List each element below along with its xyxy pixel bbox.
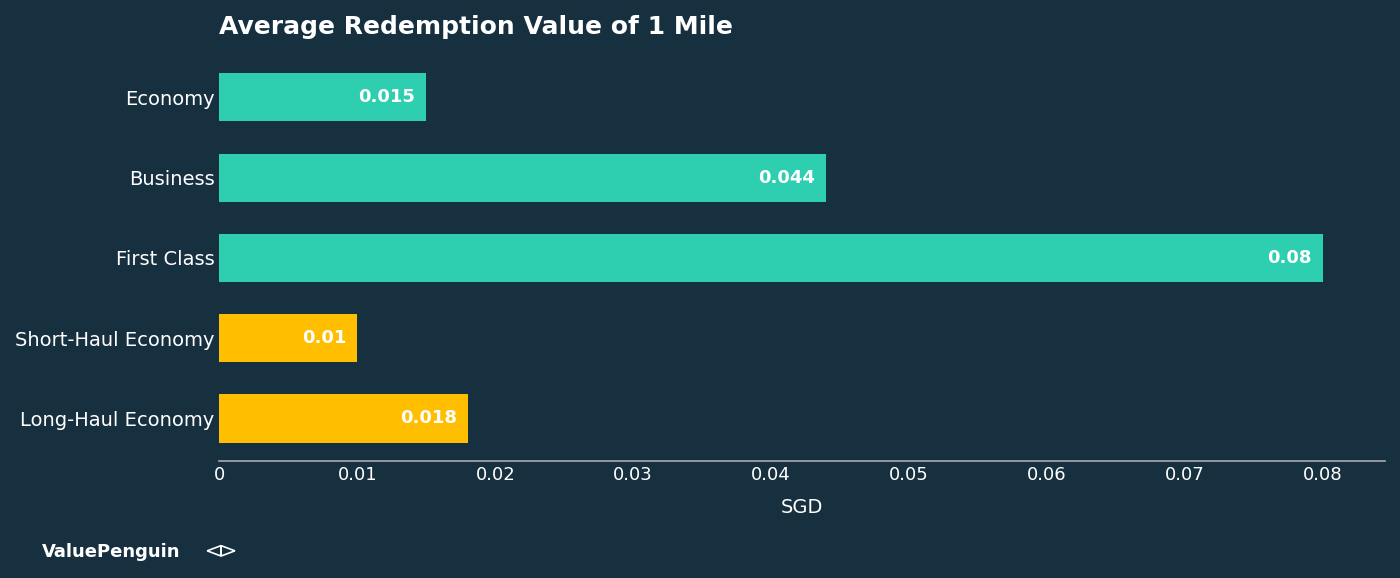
Text: Average Redemption Value of 1 Mile: Average Redemption Value of 1 Mile: [220, 15, 734, 39]
Bar: [220, 394, 468, 443]
Text: 0.018: 0.018: [399, 409, 456, 428]
Text: 0.01: 0.01: [302, 329, 346, 347]
X-axis label: SGD: SGD: [781, 498, 823, 517]
Text: 0.08: 0.08: [1267, 249, 1312, 267]
Text: 0.044: 0.044: [759, 169, 815, 187]
Text: ValuePenguin: ValuePenguin: [42, 543, 181, 561]
Bar: [220, 234, 1323, 282]
Bar: [220, 73, 426, 121]
Bar: [220, 154, 826, 202]
Bar: [220, 314, 357, 362]
Text: 0.015: 0.015: [358, 88, 416, 106]
